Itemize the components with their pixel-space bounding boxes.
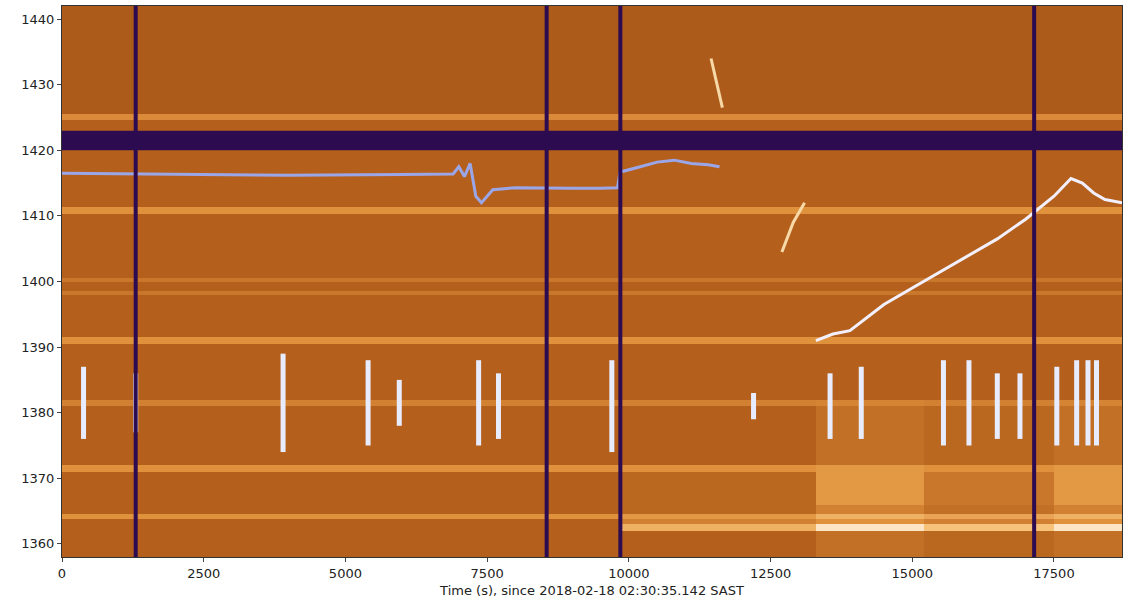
- svg-text:1420: 1420: [21, 143, 54, 158]
- svg-text:1430: 1430: [21, 77, 54, 92]
- svg-text:1370: 1370: [21, 471, 54, 486]
- svg-text:17500: 17500: [1033, 566, 1074, 581]
- svg-text:7500: 7500: [471, 566, 504, 581]
- svg-text:1400: 1400: [21, 274, 54, 289]
- svg-text:10000: 10000: [608, 566, 649, 581]
- svg-text:Time (s), since 2018-02-18 02:: Time (s), since 2018-02-18 02:30:35.142 …: [439, 583, 744, 598]
- svg-text:12500: 12500: [750, 566, 791, 581]
- svg-text:2500: 2500: [187, 566, 220, 581]
- svg-text:1380: 1380: [21, 405, 54, 420]
- svg-text:15000: 15000: [892, 566, 933, 581]
- svg-text:1390: 1390: [21, 340, 54, 355]
- svg-text:1440: 1440: [21, 12, 54, 27]
- svg-text:0: 0: [58, 566, 66, 581]
- svg-text:1410: 1410: [21, 208, 54, 223]
- svg-text:5000: 5000: [329, 566, 362, 581]
- svg-text:1360: 1360: [21, 536, 54, 551]
